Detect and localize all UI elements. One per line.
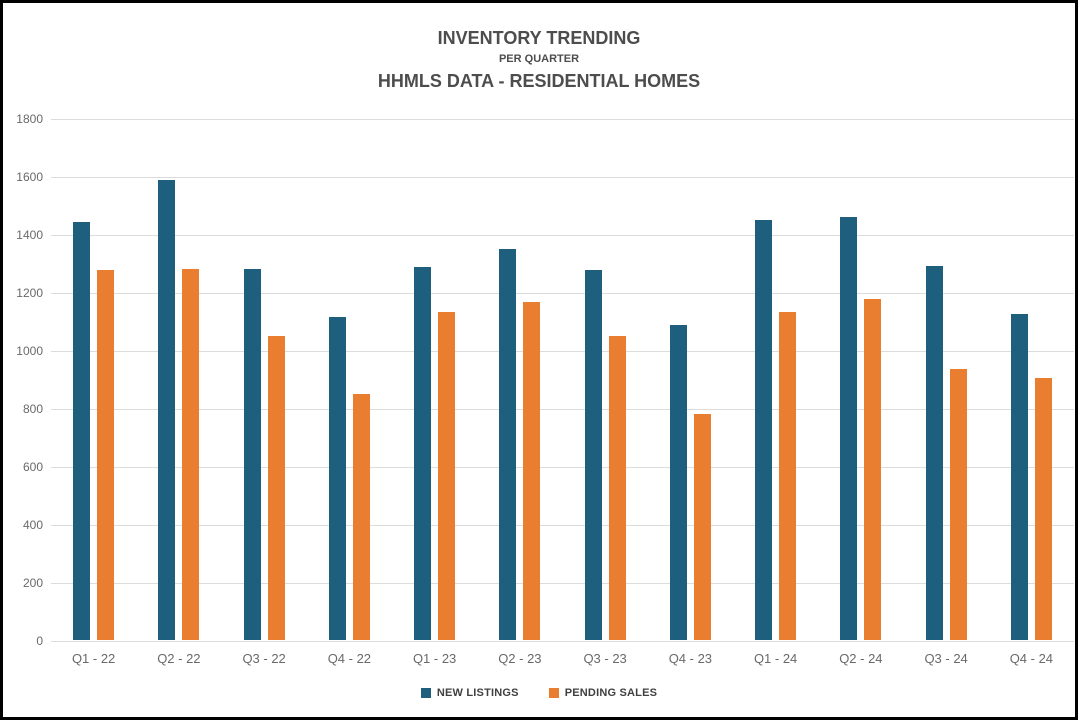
y-axis-tick-label-800: 800 — [22, 402, 43, 416]
y-axis-tick-label-1400: 1400 — [16, 228, 43, 242]
y-axis-tick-label-200: 200 — [22, 576, 43, 590]
bar-group-Q1-22 — [51, 118, 136, 640]
x-axis-category-label-Q2-23: Q2 - 23 — [498, 651, 542, 666]
bar-pending-sales-Q3-23 — [608, 335, 626, 640]
bar-group-Q1-24 — [733, 118, 818, 640]
bars-layer — [51, 118, 1074, 640]
bar-group-Q3-22 — [222, 118, 307, 640]
legend-swatch-icon — [548, 688, 559, 698]
legend-item-pending-sales: PENDING SALES — [548, 687, 658, 699]
gridline-1000 — [51, 351, 1074, 352]
y-axis-tick-label-1800: 1800 — [16, 112, 43, 126]
chart-title-block: INVENTORY TRENDING PER QUARTER HHMLS DAT… — [3, 27, 1075, 92]
bar-group-Q2-22 — [136, 118, 221, 640]
y-axis-tick-label-1600: 1600 — [16, 170, 43, 184]
bar-new-listings-Q3-24 — [925, 265, 943, 640]
bar-new-listings-Q4-23 — [669, 325, 687, 640]
y-axis-tick-label-1200: 1200 — [16, 286, 43, 300]
legend: NEW LISTINGS PENDING SALES — [3, 687, 1075, 699]
bar-new-listings-Q1-24 — [755, 219, 773, 640]
bar-pending-sales-Q4-22 — [352, 393, 370, 640]
bar-group-Q2-23 — [477, 118, 562, 640]
gridline-1200 — [51, 293, 1074, 294]
bar-group-Q4-22 — [307, 118, 392, 640]
bar-new-listings-Q2-24 — [840, 216, 858, 640]
x-axis-category-label-Q1-23: Q1 - 23 — [412, 651, 457, 666]
bar-pending-sales-Q3-24 — [949, 368, 967, 640]
gridline-0 — [51, 641, 1074, 642]
x-axis-category-label-Q4-23: Q4 - 23 — [668, 651, 713, 666]
bar-group-Q4-24 — [989, 118, 1074, 640]
x-axis-category-label-Q3-24: Q3 - 24 — [924, 651, 968, 666]
x-axis-category-label-Q1-22: Q1 - 22 — [71, 651, 116, 666]
bar-group-Q3-24 — [904, 118, 989, 640]
plot-area: 0 200 400 600 800 1000 1200 1400 1600 1800 — [16, 112, 1074, 648]
bar-new-listings-Q3-23 — [584, 270, 602, 640]
y-axis-tick-label-400: 400 — [22, 518, 43, 532]
x-axis-category-label-Q3-22: Q3 - 22 — [242, 651, 286, 666]
chart-subtitle: PER QUARTER — [498, 53, 580, 65]
bar-pending-sales-Q2-23 — [523, 302, 541, 640]
bar-new-listings-Q3-22 — [243, 268, 261, 640]
bar-new-listings-Q4-22 — [328, 316, 346, 640]
bar-pending-sales-Q4-23 — [693, 413, 711, 640]
gridline-1600 — [51, 177, 1074, 178]
bar-pending-sales-Q1-22 — [97, 270, 115, 640]
x-axis-category-label-Q4-22: Q4 - 22 — [327, 651, 372, 666]
bar-pending-sales-Q3-22 — [267, 335, 285, 640]
chart-subtitle-2: HHMLS DATA - RESIDENTIAL HOMES — [377, 71, 701, 91]
y-axis-tick-label-600: 600 — [22, 460, 43, 474]
bar-pending-sales-Q2-24 — [864, 299, 882, 640]
bar-group-Q1-23 — [392, 118, 477, 640]
bar-new-listings-Q1-23 — [414, 267, 432, 640]
gridline-1400 — [51, 235, 1074, 236]
bar-new-listings-Q2-22 — [158, 180, 176, 640]
chart-title: INVENTORY TRENDING — [437, 28, 641, 48]
gridline-1800 — [51, 119, 1074, 120]
x-axis-category-label-Q4-24: Q4 - 24 — [1009, 651, 1054, 666]
x-axis-category-label-Q2-22: Q2 - 22 — [157, 651, 201, 666]
y-axis-tick-label-0: 0 — [36, 634, 43, 648]
x-axis-category-label-Q1-24: Q1 - 24 — [753, 651, 798, 666]
bar-pending-sales-Q2-22 — [182, 268, 200, 640]
gridline-600 — [51, 467, 1074, 468]
x-axis-labels: Q1 - 22 Q2 - 22 Q3 - 22 Q4 - 22 Q1 - 23 Q2 - … — [51, 651, 1074, 666]
x-axis-category-label-Q3-23: Q3 - 23 — [583, 651, 627, 666]
bar-new-listings-Q2-23 — [499, 248, 517, 640]
gridline-400 — [51, 525, 1074, 526]
bar-group-Q2-24 — [818, 118, 903, 640]
bar-pending-sales-Q4-24 — [1034, 377, 1052, 640]
legend-label: NEW LISTINGS — [436, 687, 519, 699]
legend-item-new-listings: NEW LISTINGS — [420, 687, 519, 699]
bar-pending-sales-Q1-23 — [438, 312, 456, 640]
gridline-800 — [51, 409, 1074, 410]
legend-label: PENDING SALES — [564, 687, 658, 699]
gridline-200 — [51, 583, 1074, 584]
y-axis-tick-label-1000: 1000 — [16, 344, 43, 358]
bar-new-listings-Q4-24 — [1010, 313, 1028, 640]
legend-swatch-icon — [420, 688, 431, 698]
bar-group-Q3-23 — [563, 118, 648, 640]
bar-new-listings-Q1-22 — [73, 222, 91, 640]
bar-pending-sales-Q1-24 — [779, 312, 797, 640]
x-axis-category-label-Q2-24: Q2 - 24 — [839, 651, 883, 666]
bar-group-Q4-23 — [648, 118, 733, 640]
